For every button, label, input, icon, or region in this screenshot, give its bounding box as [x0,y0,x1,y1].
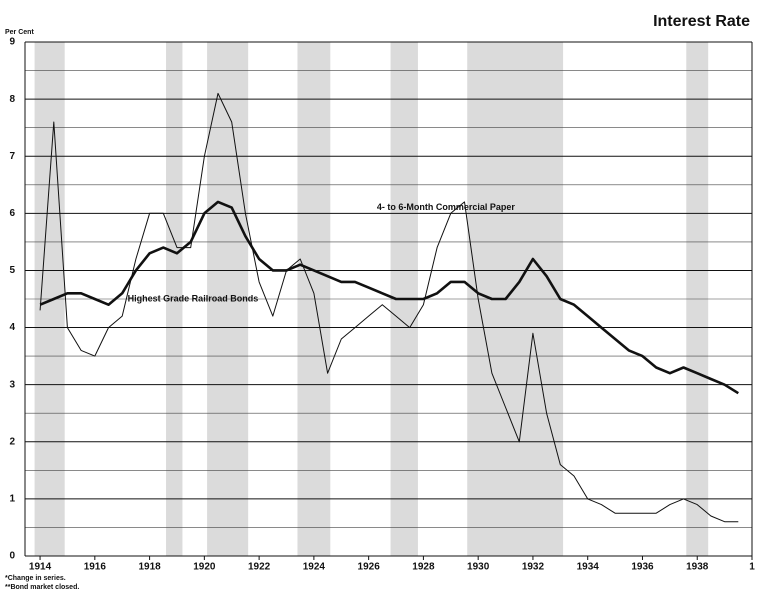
footnote: **Bond market closed. [5,584,79,591]
series-line [39,92,739,523]
y-tick-label: 3 [9,379,15,390]
x-tick-label: 1936 [631,562,654,573]
x-tick-label: 1928 [412,562,435,573]
y-tick-label: 6 [9,208,15,219]
x-tick-label: 1924 [303,562,326,573]
x-tick-label: 1918 [138,562,161,573]
y-tick-label: 9 [9,37,15,48]
chart-title: Interest Rate [653,13,750,30]
y-tick-label: 0 [9,551,15,562]
y-tick-label: 2 [9,436,15,447]
y-tick-label: 8 [9,94,15,105]
y-tick-label: 7 [9,151,15,162]
x-tick-label: 1914 [29,562,52,573]
x-tick-label: 1932 [522,562,545,573]
x-tick-label: 1 [749,562,755,573]
y-tick-label: 1 [9,494,15,505]
series-label: 4- to 6-Month Commercial Paper [377,202,516,212]
series-label: Highest Grade Railroad Bonds [128,293,259,303]
x-tick-label: 1922 [248,562,271,573]
x-tick-label: 1920 [193,562,216,573]
y-axis-label: Per Cent [5,29,34,36]
x-tick-label: 1938 [686,562,709,573]
x-tick-label: 1934 [577,562,600,573]
y-tick-label: 5 [9,265,15,276]
footnote: *Change in series. [5,575,66,582]
x-tick-label: 1930 [467,562,490,573]
series-line [39,200,739,395]
x-tick-label: 1916 [84,562,107,573]
y-tick-label: 4 [9,322,15,333]
x-tick-label: 1926 [358,562,381,573]
